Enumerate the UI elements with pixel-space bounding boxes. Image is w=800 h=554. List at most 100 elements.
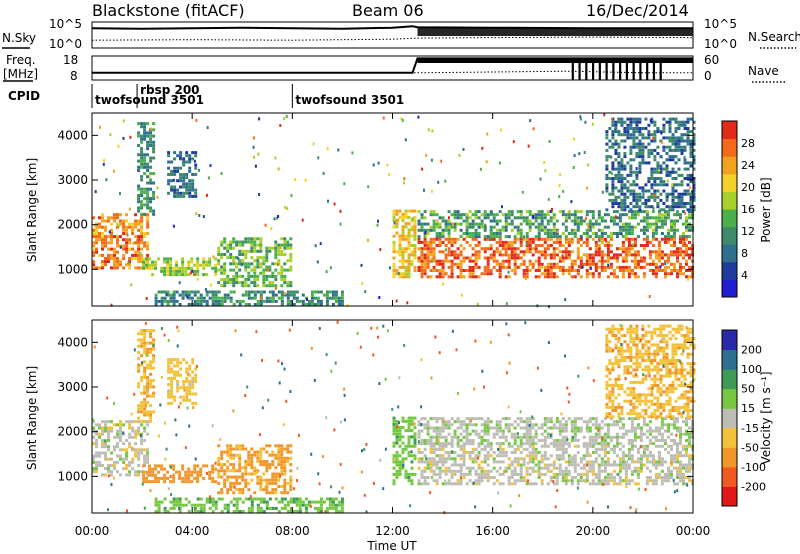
rti-cell <box>623 155 627 159</box>
rti-cell <box>340 500 344 504</box>
rti-cell <box>140 363 144 367</box>
rti-cell <box>107 445 110 449</box>
rti-cell <box>606 259 610 263</box>
rti-cell <box>152 197 156 201</box>
rti-cell <box>686 117 690 121</box>
rti-cell <box>176 179 180 183</box>
rti-cell <box>235 240 239 244</box>
rti-cell <box>468 469 472 473</box>
rti-cell <box>507 476 511 479</box>
rti-cell <box>692 127 696 130</box>
rti-cell <box>459 426 463 430</box>
rti-speckle <box>319 242 322 246</box>
rti-cell <box>441 447 445 451</box>
rti-cell <box>662 183 666 187</box>
rti-cell <box>143 391 147 395</box>
rti-cell <box>131 460 135 464</box>
rti-cell <box>220 278 224 281</box>
rti-cell <box>647 195 651 199</box>
rti-cell <box>567 232 571 235</box>
rti-cell <box>188 380 192 383</box>
rti-cell <box>546 228 550 232</box>
rti-cell <box>447 253 451 257</box>
rti-cell <box>546 457 550 461</box>
rti-cell <box>546 237 550 241</box>
rti-cell <box>645 228 649 232</box>
rti-cell <box>561 451 565 454</box>
rti-cell <box>624 269 628 272</box>
rti-cell <box>525 219 529 223</box>
rti-cell <box>140 341 144 345</box>
rti-cell <box>119 213 122 217</box>
rti-cell <box>528 417 532 421</box>
rti-cell <box>576 240 580 244</box>
rti-cell <box>250 249 254 253</box>
rti-cell <box>654 460 658 464</box>
rti-cell <box>98 232 101 235</box>
rti-cell <box>546 210 550 214</box>
rti-cell <box>683 205 687 209</box>
rti-cell <box>167 364 171 368</box>
rti-speckle <box>105 178 108 182</box>
rti-cell <box>611 186 615 190</box>
rti-cell <box>543 272 547 276</box>
rti-cell <box>605 130 609 134</box>
rti-cell <box>274 243 278 247</box>
rti-speckle <box>580 221 583 225</box>
rti-cell <box>313 303 317 306</box>
rti-cell <box>667 240 670 244</box>
rti-cell <box>531 247 535 251</box>
rti-cell <box>145 257 149 261</box>
rti-speckle <box>207 176 210 180</box>
rti-cell <box>626 123 630 127</box>
rti-cell <box>211 467 215 471</box>
rti-cell <box>235 510 239 513</box>
rti-cell <box>190 470 194 474</box>
rti-cell <box>635 155 639 159</box>
rti-cell <box>667 265 670 269</box>
rti-cell <box>286 303 290 306</box>
rti-cell <box>670 454 673 458</box>
rti-cell <box>570 423 574 427</box>
rti-cell <box>235 475 239 479</box>
rti-cell <box>426 247 430 251</box>
rti-cell <box>426 232 430 235</box>
rti-cell <box>465 472 469 476</box>
rti-cell <box>635 170 639 174</box>
rti-cell <box>645 454 649 458</box>
rti-cell <box>534 432 538 436</box>
rti-cell <box>319 299 323 303</box>
rti-cell <box>438 457 442 461</box>
rti-cell <box>528 466 532 470</box>
rti-cell <box>614 202 618 205</box>
rti-cell <box>253 284 257 288</box>
rti-cell <box>680 148 684 152</box>
rti-cell <box>552 213 556 217</box>
rti-cell <box>205 260 209 264</box>
rti-cell <box>600 240 604 244</box>
rti-cell <box>561 222 565 226</box>
rti-cell <box>202 260 206 264</box>
rti-cell <box>247 450 251 454</box>
rti-cell <box>486 213 490 217</box>
rti-cell <box>516 417 520 421</box>
rti-cell <box>665 167 669 171</box>
rti-cell <box>274 488 278 492</box>
rti-cell <box>152 366 156 370</box>
rti-cell <box>404 447 408 451</box>
rti-cell <box>101 225 104 229</box>
rti-cell <box>635 198 639 202</box>
rti-cell <box>125 457 129 461</box>
rti-cell <box>438 429 442 433</box>
rti-cell <box>140 442 144 446</box>
rti-cell <box>582 435 586 439</box>
rti-speckle <box>462 147 465 151</box>
rti-cell <box>617 195 621 199</box>
rti-cell <box>283 481 287 485</box>
rti-cell <box>146 165 150 169</box>
rti-cell <box>146 363 150 367</box>
rti-cell <box>340 296 344 300</box>
rti-cell <box>179 185 183 189</box>
rti-cell <box>543 466 547 470</box>
rti-cell <box>636 469 640 473</box>
